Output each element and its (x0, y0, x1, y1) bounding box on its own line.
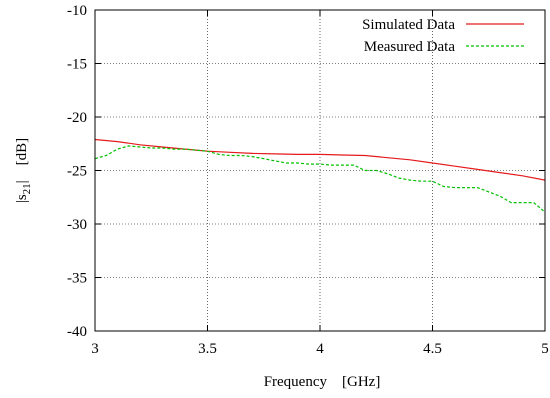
y-axis-label-subscript: 21 (21, 183, 33, 194)
y-axis-label-rest: | [dB] (14, 138, 30, 184)
y-tick-label: -25 (67, 164, 87, 180)
y-tick-label: -30 (67, 217, 87, 233)
legend-label: Simulated Data (362, 17, 455, 33)
x-tick-label: 4.5 (423, 341, 442, 357)
x-tick-label: 3 (91, 341, 99, 357)
series-line-measured (94, 145, 546, 213)
y-tick-label: -35 (67, 271, 87, 287)
tick-layer: 3 3.5 4 4.5 5 -40 -35 -30 -25 -20 -15 -10 (67, 3, 549, 357)
series-line-simulated (94, 138, 546, 181)
y-tick-label: -10 (67, 3, 87, 19)
y-tick-label: -40 (67, 324, 87, 340)
grid (95, 10, 545, 331)
x-tick-label: 3.5 (198, 341, 217, 357)
y-axis-label-main: |s (14, 194, 30, 203)
series-layer (94, 138, 546, 213)
y-tick-label: -20 (67, 110, 87, 126)
legend-label: Measured Data (364, 39, 456, 55)
x-axis-label: Frequency [GHz] (264, 374, 381, 390)
x-tick-label: 5 (541, 341, 549, 357)
y-tick-label: -15 (67, 57, 87, 73)
y-axis-label: |s21| [dB] (14, 138, 33, 203)
legend: Simulated Data Measured Data (362, 17, 524, 55)
x-tick-label: 4 (316, 341, 324, 357)
